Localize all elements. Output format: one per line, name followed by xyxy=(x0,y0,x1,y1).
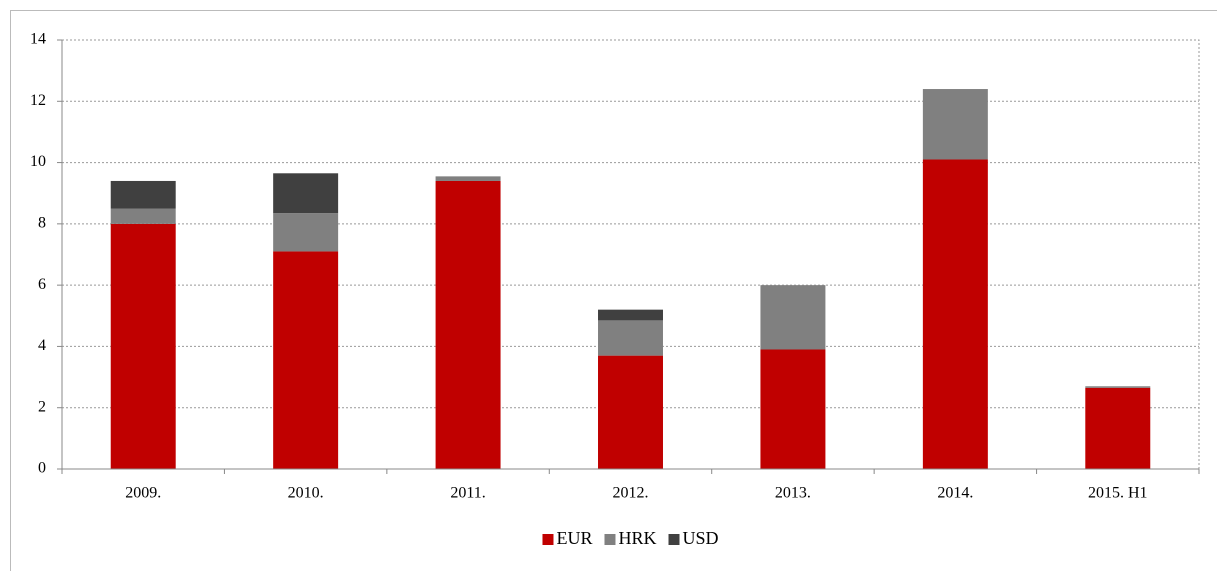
bar-segment xyxy=(273,213,339,252)
bar-segment xyxy=(435,176,501,181)
x-tick-label: 2011. xyxy=(450,485,485,502)
x-tick-label: 2013. xyxy=(775,485,811,502)
bar-segment xyxy=(1085,387,1151,469)
bar-segment xyxy=(760,349,826,469)
bar-segment xyxy=(598,355,663,469)
y-tick-label: 12 xyxy=(30,92,46,109)
bar-segment xyxy=(110,208,176,224)
bar-segment xyxy=(922,89,988,160)
legend-swatch xyxy=(542,534,554,545)
bar-segment xyxy=(922,159,988,469)
bar-segment xyxy=(435,180,501,469)
chart-border xyxy=(10,10,1217,571)
y-tick-label: 0 xyxy=(38,460,46,477)
y-tick-label: 8 xyxy=(38,215,46,232)
y-tick-label: 4 xyxy=(38,337,46,354)
legend-label: USD xyxy=(683,528,719,548)
y-tick-label: 6 xyxy=(38,276,46,293)
y-tick-label: 14 xyxy=(30,31,46,48)
legend-label: EUR xyxy=(556,528,592,548)
legend-swatch xyxy=(604,534,616,545)
bar-segment xyxy=(273,251,339,469)
bar-segment xyxy=(273,173,339,214)
legend-label: HRK xyxy=(618,528,656,548)
x-tick-label: 2014. xyxy=(937,485,973,502)
x-tick-label: 2015. H1 xyxy=(1088,485,1148,502)
bar-segment xyxy=(1085,386,1151,388)
x-tick-label: 2010. xyxy=(288,485,324,502)
bar-segment xyxy=(598,320,663,356)
y-tick-label: 10 xyxy=(30,153,46,170)
bar-segment xyxy=(110,180,176,209)
y-tick-label: 2 xyxy=(38,398,46,415)
bar-segment xyxy=(760,285,826,350)
bar-segment xyxy=(598,309,663,321)
legend-swatch xyxy=(668,534,680,545)
x-tick-label: 2012. xyxy=(613,485,649,502)
x-tick-label: 2009. xyxy=(125,485,161,502)
bar-segment xyxy=(110,223,176,469)
